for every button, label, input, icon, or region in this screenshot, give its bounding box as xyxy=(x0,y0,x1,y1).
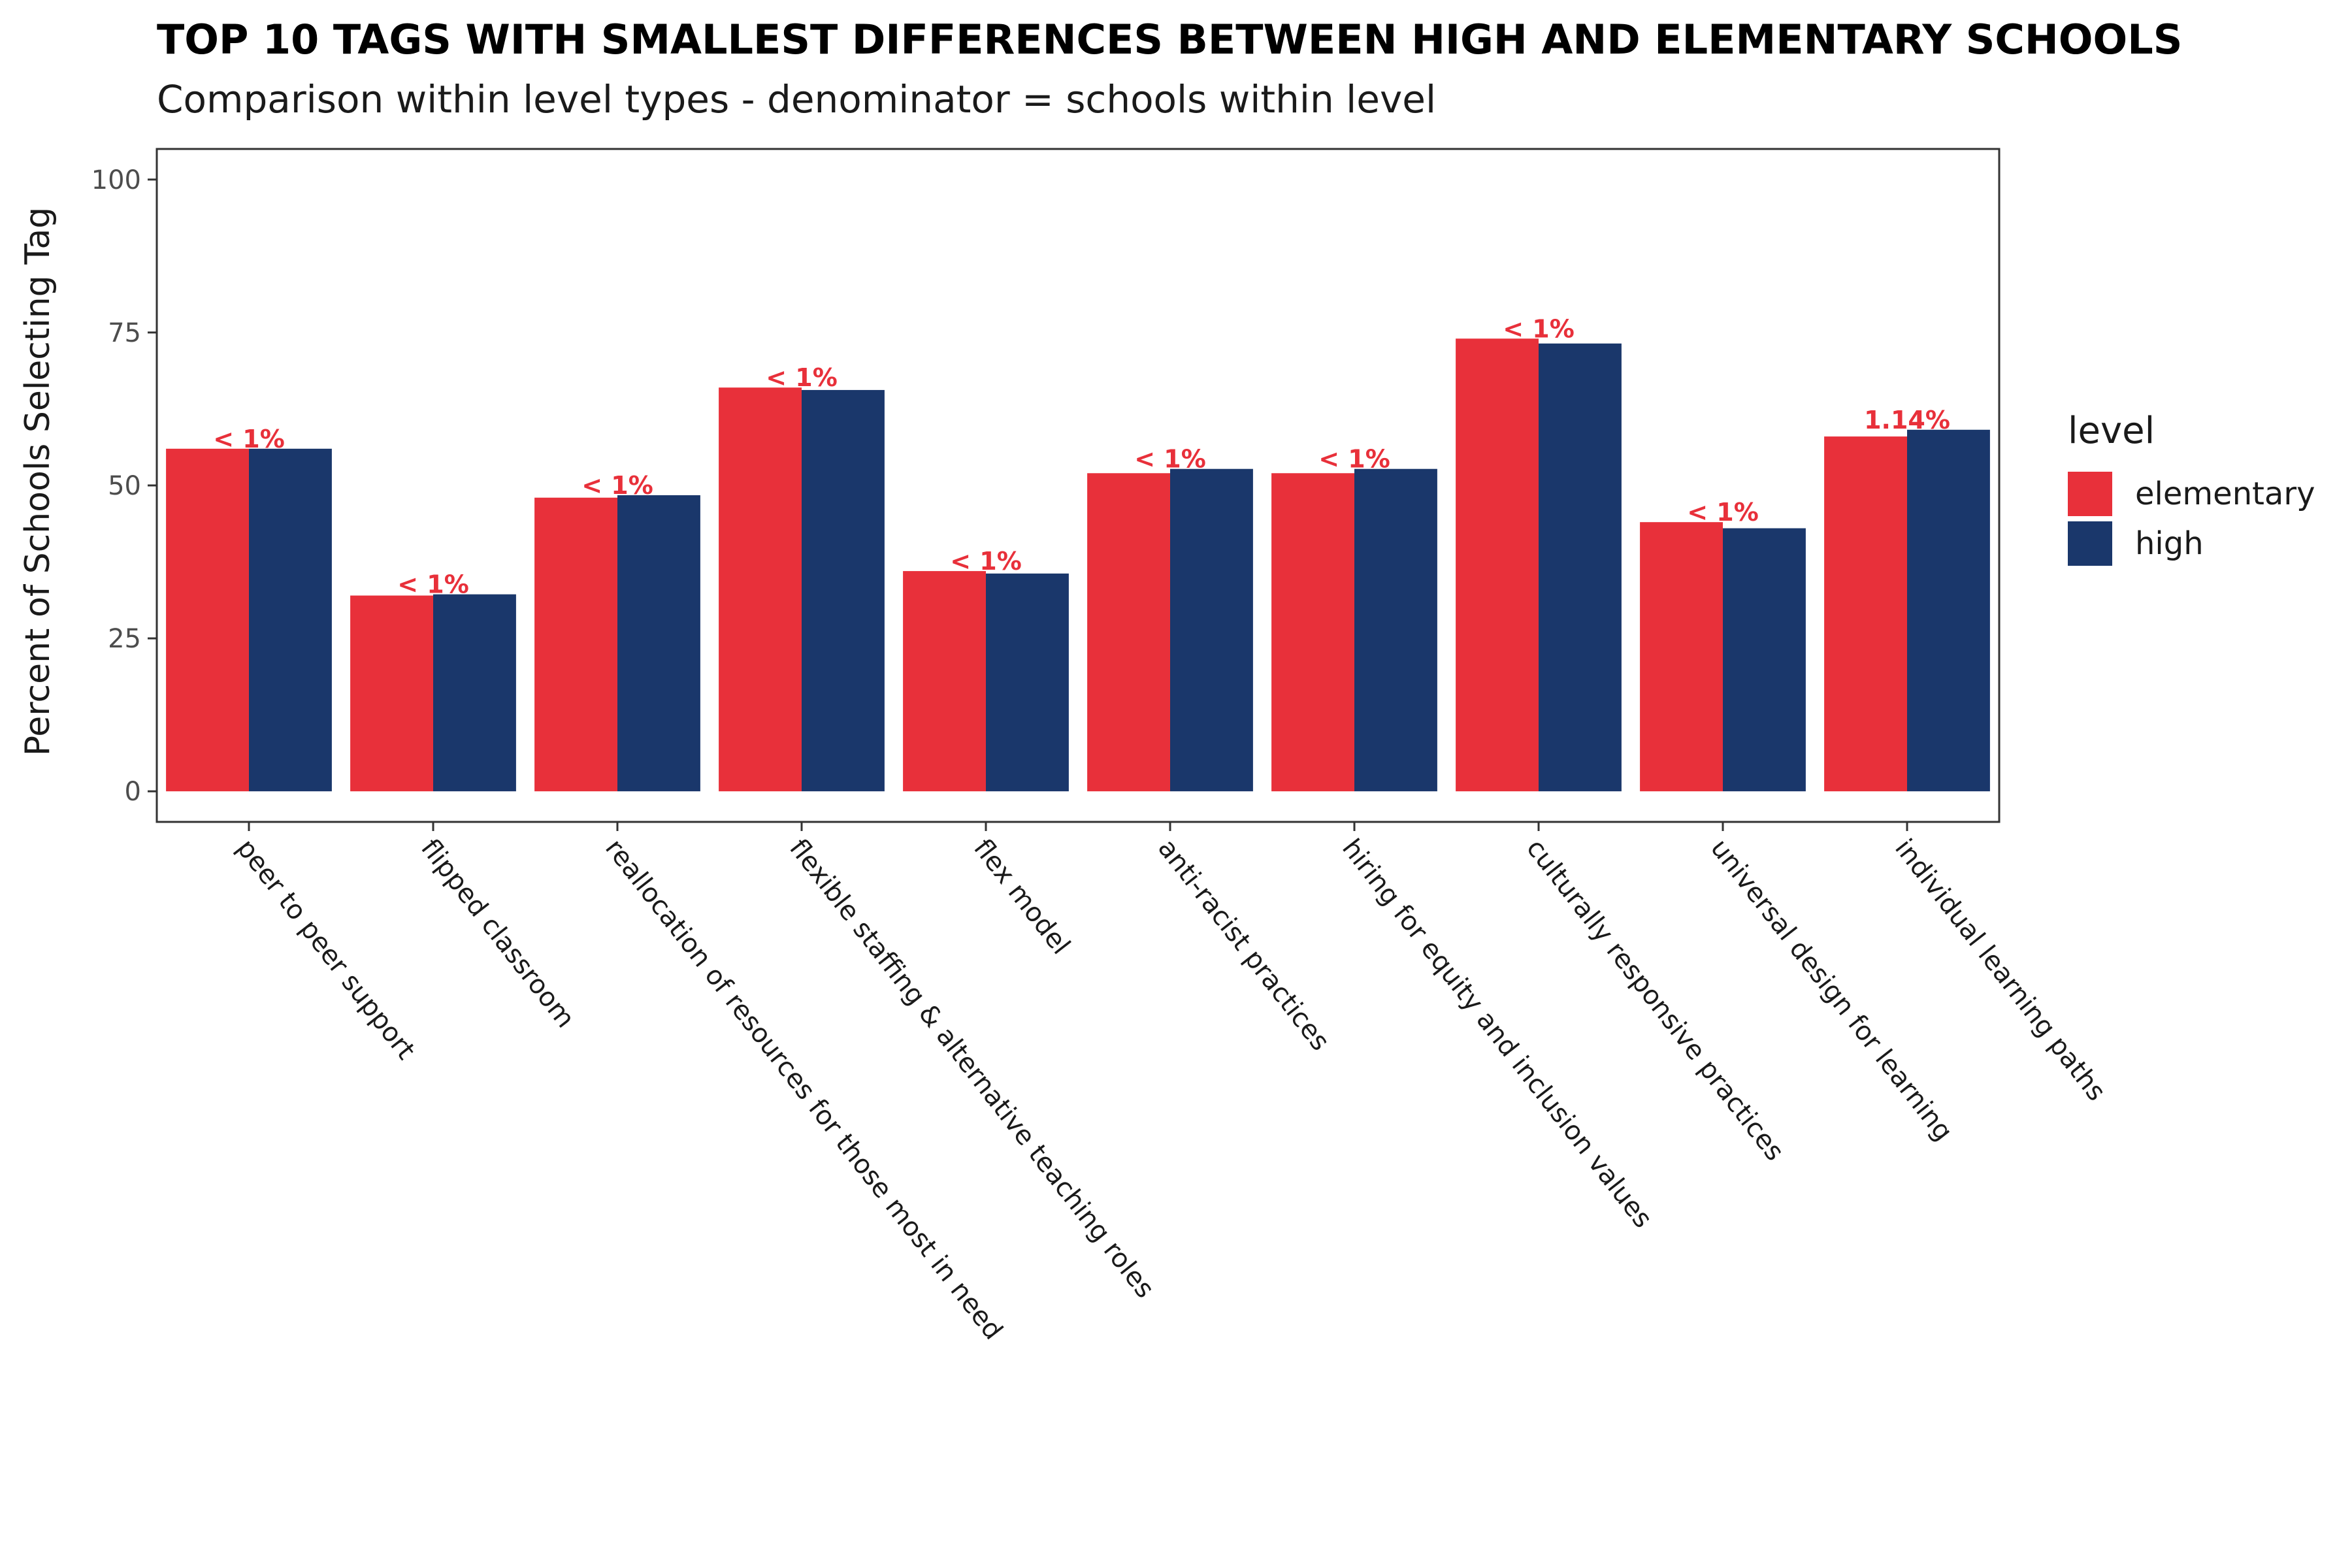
difference-label: < 1% xyxy=(581,471,653,500)
x-tick-label: reallocation of resources for those most… xyxy=(599,834,1008,1345)
difference-label: < 1% xyxy=(1687,498,1759,527)
y-axis: 0 25 50 75 100 xyxy=(91,165,157,807)
chart-subtitle: Comparison within level types - denomina… xyxy=(157,77,1436,122)
bar-elementary xyxy=(1640,522,1723,792)
bar-elementary xyxy=(1271,473,1354,792)
y-tick-label: 75 xyxy=(108,318,141,348)
bar-high xyxy=(1170,468,1253,792)
legend: level elementary high xyxy=(2068,410,2315,566)
difference-label: < 1% xyxy=(213,425,285,453)
bar-elementary xyxy=(350,595,433,792)
x-tick-label: flex model xyxy=(968,834,1076,960)
bar-elementary xyxy=(903,571,986,792)
x-tick-label: peer to peer support xyxy=(231,834,421,1066)
bar-elementary xyxy=(166,448,249,792)
chart-title: TOP 10 TAGS WITH SMALLEST DIFFERENCES BE… xyxy=(157,16,2182,63)
y-tick-label: 0 xyxy=(125,777,141,807)
difference-label: < 1% xyxy=(950,547,1022,576)
bar-elementary xyxy=(1087,473,1170,792)
bar-high xyxy=(433,594,516,792)
bars xyxy=(166,338,1990,792)
legend-title: level xyxy=(2068,410,2155,452)
difference-label: < 1% xyxy=(1318,445,1390,474)
bar-high xyxy=(1354,468,1437,792)
y-tick-label: 50 xyxy=(108,471,141,501)
y-tick-label: 100 xyxy=(91,165,141,195)
bar-elementary xyxy=(1824,436,1907,792)
legend-label-elementary: elementary xyxy=(2135,476,2315,512)
bar-high xyxy=(1723,528,1806,792)
bar-elementary xyxy=(719,387,802,792)
x-tick-label: individual learning paths xyxy=(1889,834,2112,1107)
difference-label: < 1% xyxy=(397,570,469,599)
difference-labels: < 1% < 1% < 1% < 1% < 1% < 1% < 1% < 1% < 1% 1.14… xyxy=(213,314,1950,598)
x-tick-label: flipped classroom xyxy=(415,834,580,1034)
y-tick-label: 25 xyxy=(108,624,141,654)
bar-high xyxy=(1539,343,1622,792)
legend-key-elementary xyxy=(2068,472,2112,516)
bar-high xyxy=(1907,429,1990,792)
x-tick-label: anti-racist practices xyxy=(1152,834,1335,1056)
difference-label: < 1% xyxy=(1134,445,1206,474)
x-tick-label: flexible staffing & alternative teaching… xyxy=(783,834,1160,1304)
x-tick-label: hiring for equity and inclusion values xyxy=(1336,834,1658,1233)
difference-label: < 1% xyxy=(766,363,838,392)
legend-key-high xyxy=(2068,521,2112,566)
bar-high xyxy=(617,495,700,792)
bar-elementary xyxy=(1456,338,1539,792)
bar-elementary xyxy=(534,497,617,792)
legend-label-high: high xyxy=(2135,525,2204,562)
bar-high xyxy=(986,573,1069,792)
y-axis-label: Percent of Schools Selecting Tag xyxy=(18,207,57,756)
legend-items: elementary high xyxy=(2068,472,2315,566)
bar-high xyxy=(802,389,885,792)
bar-high xyxy=(249,448,332,792)
difference-label: 1.14% xyxy=(1864,406,1950,434)
difference-label: < 1% xyxy=(1503,314,1575,343)
